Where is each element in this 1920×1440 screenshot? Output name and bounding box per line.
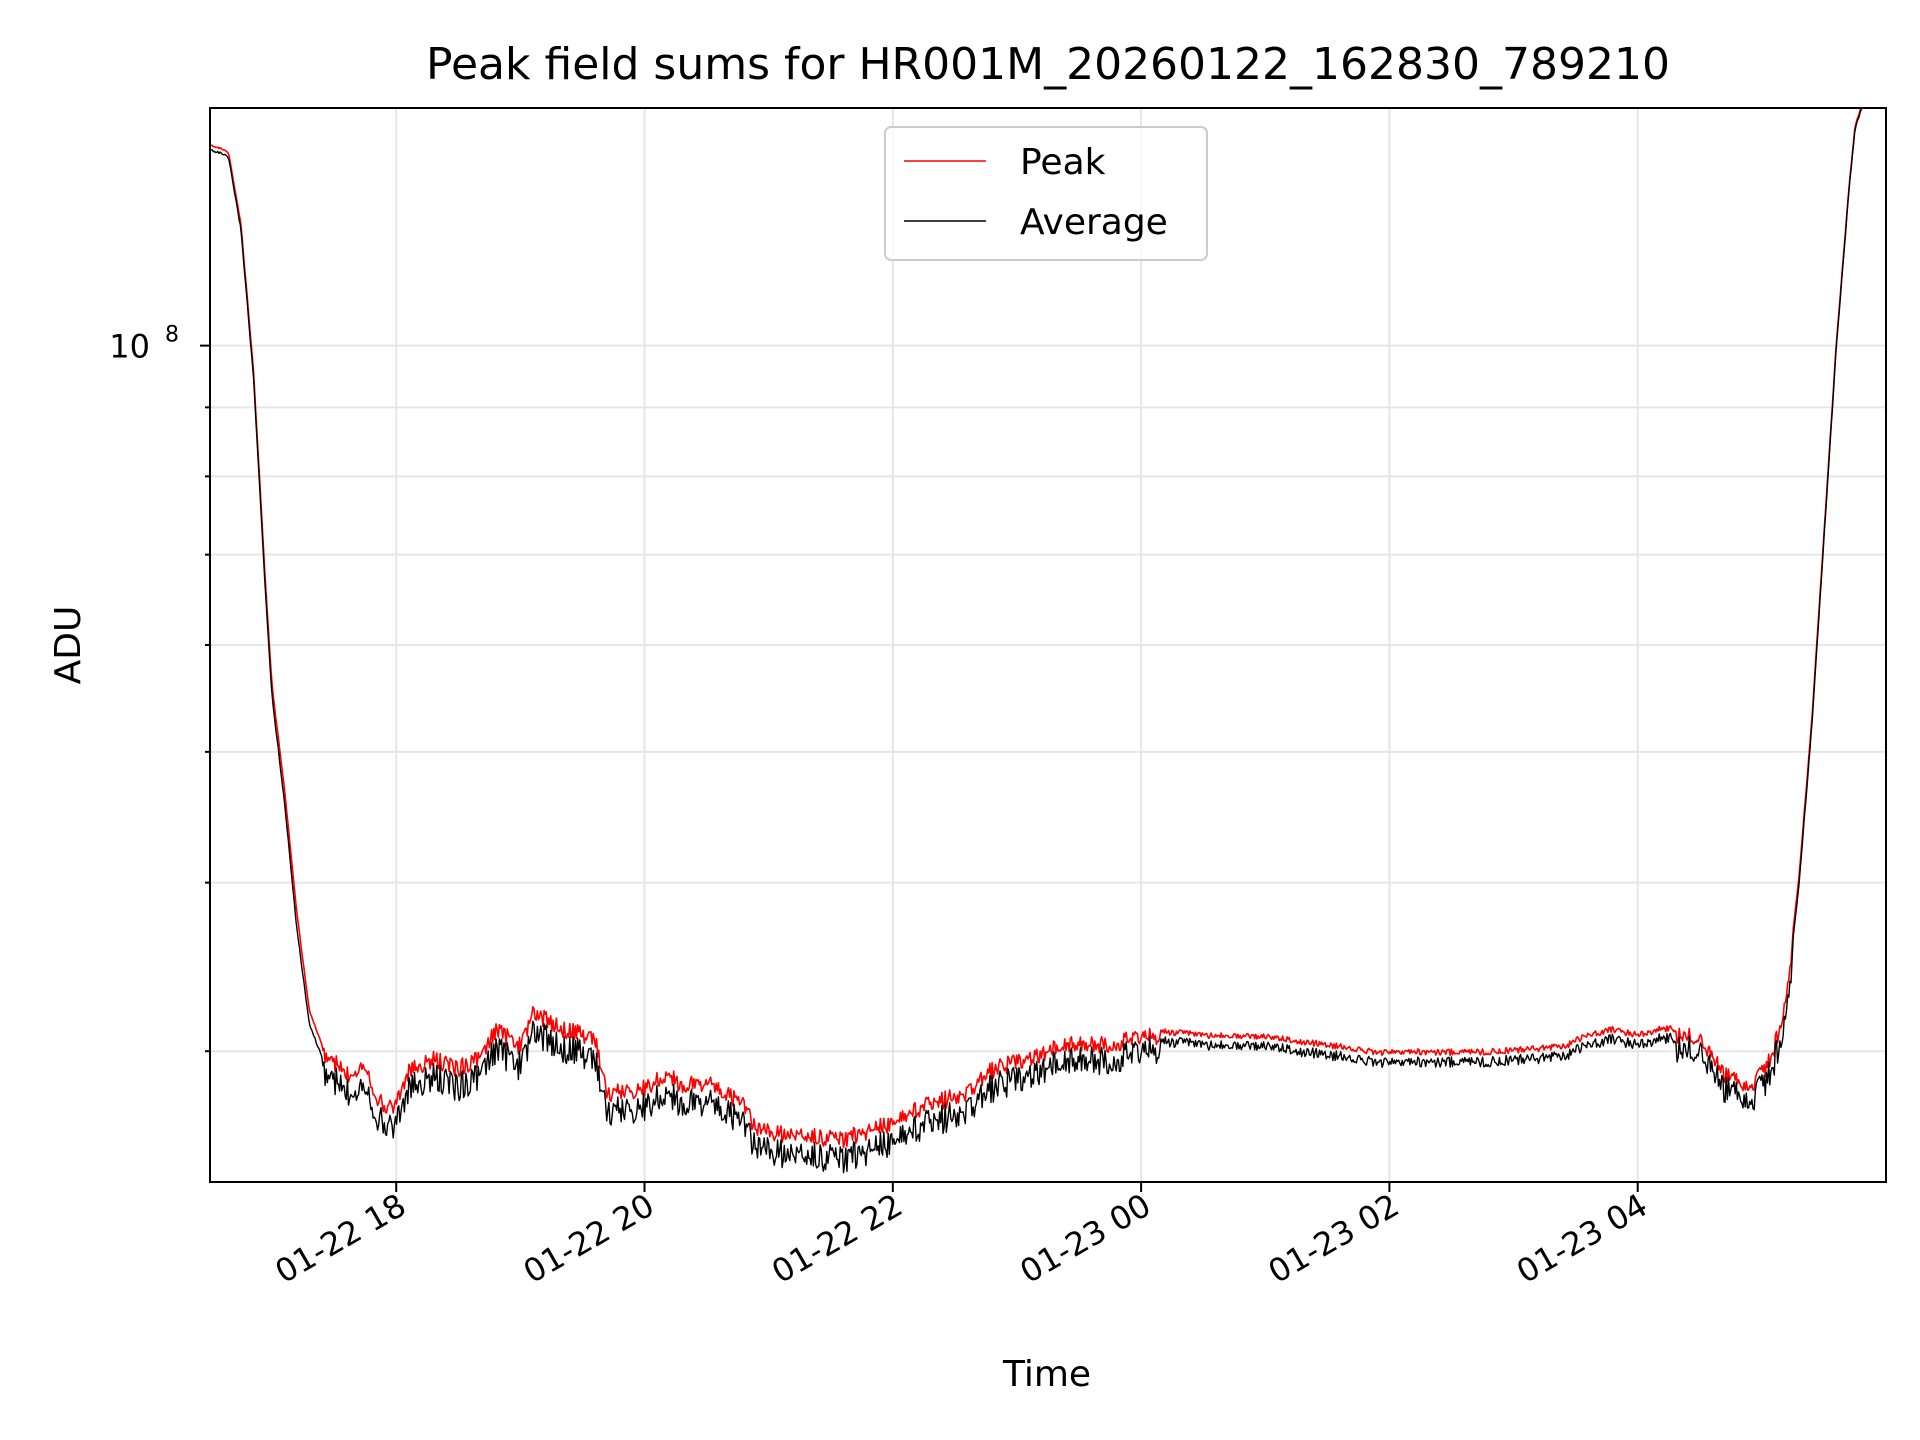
x-axis-label: Time	[1002, 1354, 1091, 1395]
y-tick-label-exponent: 8	[165, 323, 179, 348]
series-peak-line	[210, 108, 1862, 1149]
chart-title: Peak field sums for HR001M_20260122_1628…	[426, 39, 1670, 90]
grid	[210, 108, 1886, 1182]
series-average-line	[210, 108, 1863, 1174]
y-tick-label: 10	[109, 328, 150, 366]
series-layer	[210, 108, 1863, 1174]
legend-peak-label: Peak	[1020, 142, 1106, 183]
y-axis: 10 8	[109, 323, 210, 1053]
y-axis-label: ADU	[48, 606, 89, 685]
legend: Peak Average	[884, 126, 1208, 261]
legend-average-label: Average	[1020, 202, 1168, 243]
